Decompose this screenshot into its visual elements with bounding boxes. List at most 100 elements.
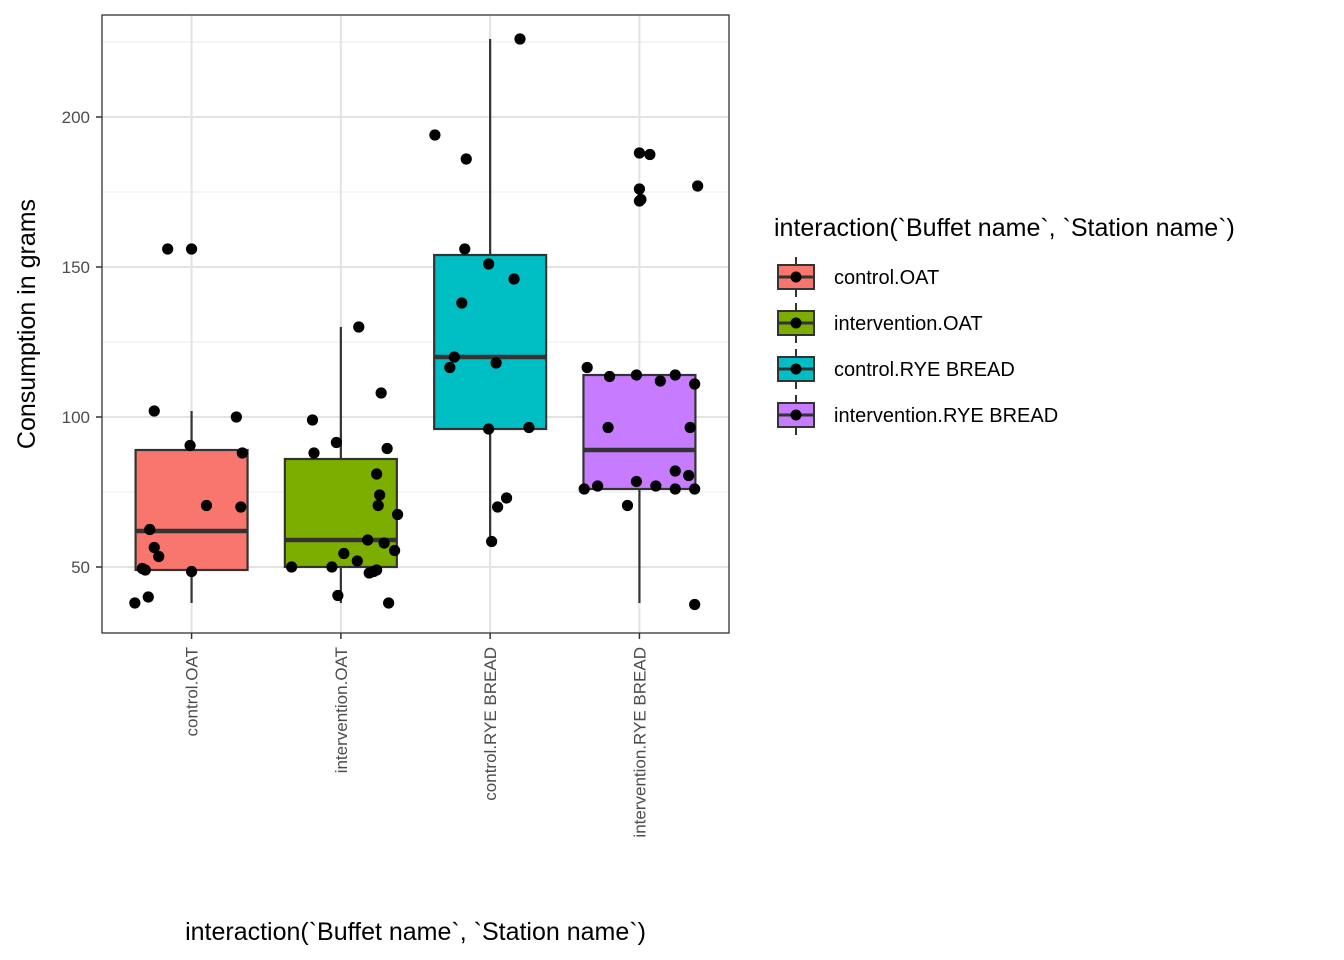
legend-key-point [790,271,802,283]
data-point [148,405,160,417]
data-point [684,421,696,434]
data-point [683,469,695,482]
legend-label: control.RYE BREAD [834,359,1015,381]
data-point [162,243,174,255]
data-point [633,147,646,159]
legend-item: control.RYE BREAD [777,349,1015,389]
data-point [184,439,196,452]
data-point [581,361,593,374]
data-point [308,447,320,459]
x-tick-label: control.RYE BREAD [481,647,500,801]
legend-key-point [790,363,802,375]
data-point [185,565,198,578]
data-point [602,421,614,434]
data-point [692,180,704,192]
box-control.RYE BREAD [433,39,548,543]
legend-item: intervention.OAT [777,303,983,343]
data-point [448,351,460,363]
y-tick-label: 200 [62,108,90,127]
data-point [200,499,213,512]
data-point [383,597,395,609]
data-point [230,411,242,423]
data-point [689,483,701,495]
data-point [429,129,441,141]
data-point [508,273,520,285]
data-point [153,550,165,563]
y-tick-label: 100 [62,408,90,427]
data-point [644,148,656,161]
legend-title: interaction(`Buffet name`, `Station name… [774,214,1235,242]
data-point [650,480,662,492]
data-point [330,436,342,449]
data-point [460,153,472,165]
points-intervention.OAT [285,321,404,609]
plot-panel-border [101,14,730,634]
y-tick-label: 50 [71,558,90,577]
data-point [689,598,701,611]
data-point [630,475,643,488]
data-point [351,555,363,567]
data-point [486,535,498,548]
data-point [235,501,247,513]
data-point [630,369,643,381]
data-point [148,541,160,554]
box-body [433,253,548,431]
data-point [142,591,154,603]
data-point [389,544,401,557]
data-points [129,33,704,611]
data-point [669,465,681,477]
data-point [483,423,495,435]
data-point [362,534,374,546]
x-tick-label: control.OAT [183,647,202,736]
data-point [363,567,375,579]
data-point [621,499,634,512]
data-point [456,297,468,309]
data-point [689,378,701,390]
legend-item: control.OAT [777,257,939,297]
data-point [490,357,502,369]
legend-label: intervention.RYE BREAD [834,405,1058,427]
data-point [391,508,404,521]
data-point [332,589,344,602]
data-point [326,561,338,573]
data-point [129,597,141,609]
y-tick-label: 150 [62,258,90,277]
data-point [603,370,616,383]
data-point [459,243,471,255]
data-point [353,321,365,333]
data-point [514,33,526,45]
points-control.RYE BREAD [429,33,535,548]
data-point [185,243,198,255]
legend-label: intervention.OAT [834,313,983,335]
data-point [669,483,681,495]
data-point [236,447,248,459]
legend-label: control.OAT [834,267,939,289]
points-intervention.RYE BREAD [578,147,704,611]
data-point [578,483,590,495]
legend: interaction(`Buffet name`, `Station name… [774,214,1235,435]
legend-item: intervention.RYE BREAD [777,395,1058,435]
x-axis-title: interaction(`Buffet name`, `Station name… [185,918,646,946]
data-point [669,369,681,381]
legend-key-point [790,409,802,421]
data-point [381,442,393,455]
data-point [500,492,513,504]
data-point [483,258,495,270]
data-point [492,501,504,513]
y-axis-title: Consumption in grams [13,199,41,449]
data-point [372,499,384,512]
data-point [654,375,666,387]
data-point [378,537,390,549]
data-point [444,361,456,374]
data-point [633,195,646,207]
data-point [338,547,350,560]
axes: 50 100 150 200 control.OAT intervention.OAT co… [62,108,650,838]
data-point [633,183,646,195]
data-point [285,561,298,573]
data-point [592,480,604,492]
data-point [139,564,151,576]
x-tick-label: intervention.OAT [332,647,351,773]
data-point [371,468,383,480]
data-point [523,421,535,434]
